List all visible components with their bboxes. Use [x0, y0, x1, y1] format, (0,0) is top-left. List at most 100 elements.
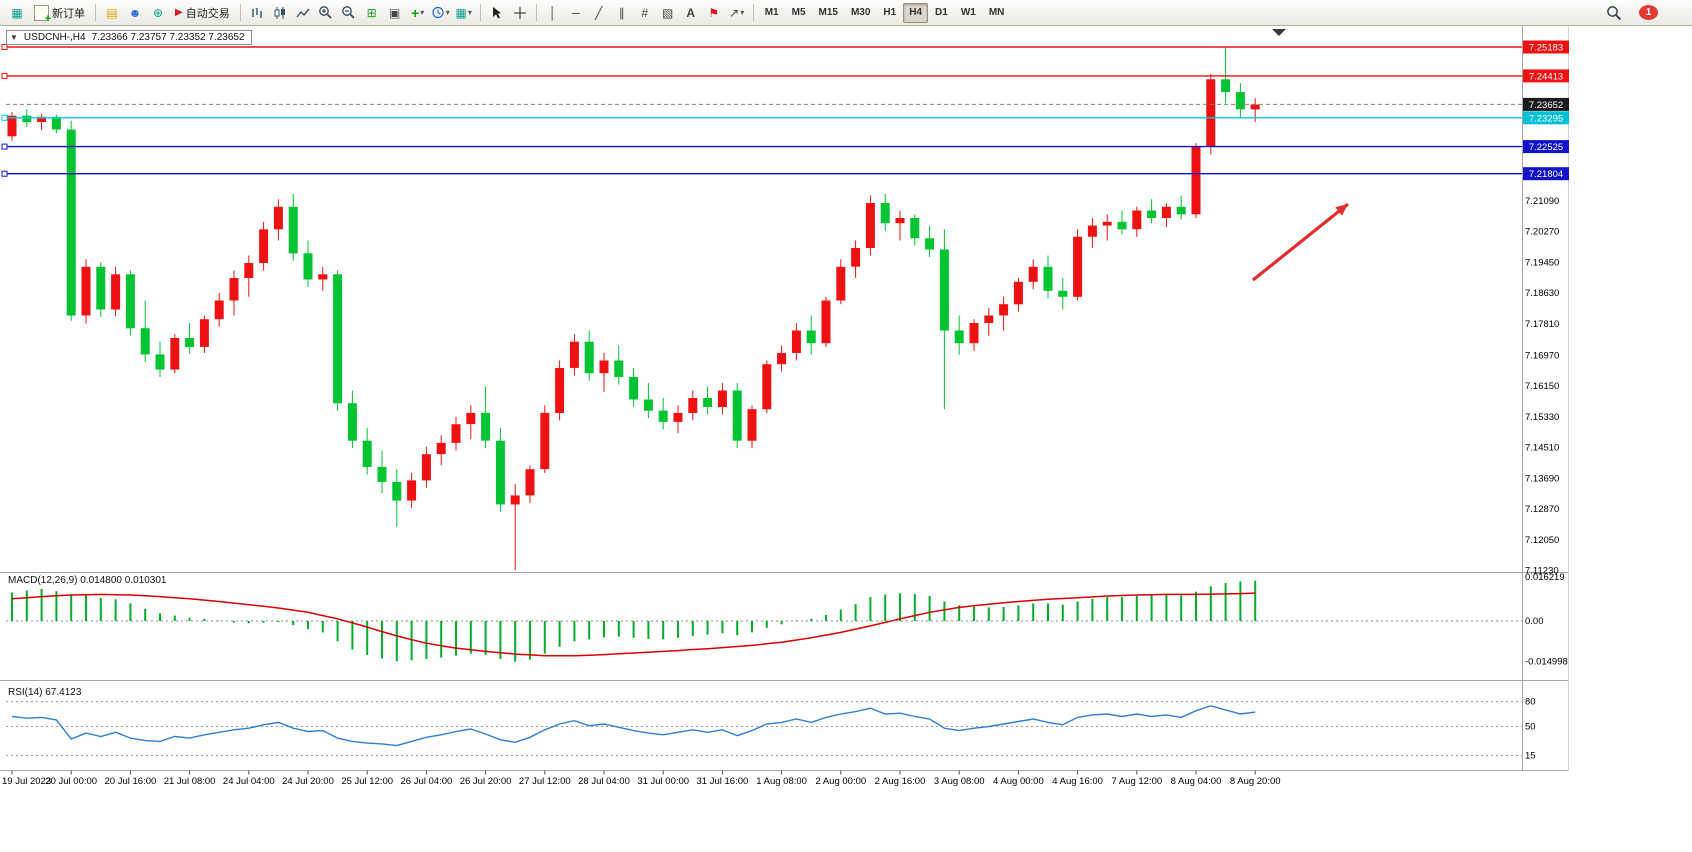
line-chart-type-icon[interactable] [292, 2, 314, 24]
horizontal-line-tool-icon[interactable]: ─ [571, 5, 580, 20]
shapes-tool-icon[interactable]: ▧ [662, 5, 674, 20]
period-dropdown-button[interactable]: ▾ [430, 2, 452, 24]
rsi-axis-labels: 80 50 15 [1525, 697, 1536, 762]
auto-trading-button[interactable]: ▶ 自动交易 [170, 3, 235, 23]
template-icon: ▦ [455, 5, 467, 20]
timeframe-m5[interactable]: M5 [786, 3, 812, 23]
toolbar-separator [752, 4, 754, 21]
svg-text:31 Jul 00:00: 31 Jul 00:00 [637, 776, 689, 787]
svg-text:50: 50 [1525, 722, 1536, 733]
text-tool-icon[interactable]: A [686, 5, 696, 20]
svg-text:7.17810: 7.17810 [1525, 319, 1559, 330]
svg-text:1 Aug 08:00: 1 Aug 08:00 [756, 776, 807, 787]
macd-signal-line [11, 592, 1256, 657]
rsi-label: RSI(14) 67.4123 [8, 687, 82, 698]
price-axis-labels: 7.21090 7.20270 7.19450 7.18630 7.17810 7.169… [1525, 196, 1559, 577]
svg-text:24 Jul 04:00: 24 Jul 04:00 [223, 776, 275, 787]
svg-text:21 Jul 08:00: 21 Jul 08:00 [164, 776, 216, 787]
trendline-tool-icon[interactable]: ╱ [595, 5, 603, 20]
svg-text:0.00: 0.00 [1525, 616, 1544, 627]
svg-text:2 Aug 16:00: 2 Aug 16:00 [875, 776, 926, 787]
timeframe-h4[interactable]: H4 [903, 2, 929, 23]
toolbar-separator [239, 4, 241, 21]
pane-separators[interactable] [0, 572, 1568, 771]
svg-text:7.23652: 7.23652 [1529, 100, 1563, 111]
svg-text:15: 15 [1525, 751, 1536, 762]
svg-text:7.25183: 7.25183 [1529, 43, 1563, 54]
candles-layer[interactable] [7, 47, 1260, 570]
timeframe-m15[interactable]: M15 [813, 3, 844, 23]
svg-text:7.15330: 7.15330 [1525, 412, 1559, 423]
profile-icon[interactable]: ☻ [128, 5, 142, 20]
svg-text:31 Jul 16:00: 31 Jul 16:00 [697, 776, 749, 787]
svg-text:19 Jul 2023: 19 Jul 2023 [2, 776, 51, 787]
rsi-line [11, 705, 1256, 747]
macd-axis-labels: 0.016219 0.00 -0.014998 [1525, 572, 1568, 668]
chart-area: 7.25183 7.24413 7.23652 7.23295 7.22525 7.218… [0, 26, 1692, 852]
timeframe-w1[interactable]: W1 [955, 3, 982, 23]
arrow-tools-button[interactable]: ↗ ▾ [726, 2, 748, 24]
timeframe-m1[interactable]: M1 [759, 3, 785, 23]
search-icon[interactable] [1603, 2, 1625, 24]
svg-text:27 Jul 12:00: 27 Jul 12:00 [519, 776, 571, 787]
svg-text:24 Jul 20:00: 24 Jul 20:00 [282, 776, 334, 787]
timeframe-mn[interactable]: MN [983, 3, 1011, 23]
price-level-lines[interactable]: 7.25183 7.24413 7.23652 7.23295 7.22525 7.218… [1, 40, 1569, 181]
chart-window-icon[interactable]: ▦ [11, 5, 23, 20]
svg-text:7.20270: 7.20270 [1525, 227, 1559, 238]
auto-trading-play-icon: ▶ [175, 7, 183, 18]
fibonacci-tool-icon[interactable]: # [641, 5, 649, 20]
tile-windows-icon[interactable]: ⊞ [366, 5, 377, 20]
svg-text:7.14510: 7.14510 [1525, 443, 1559, 454]
svg-text:25 Jul 12:00: 25 Jul 12:00 [341, 776, 393, 787]
chart-shift-marker[interactable] [1272, 29, 1286, 36]
svg-text:0.016219: 0.016219 [1525, 572, 1565, 583]
svg-text:28 Jul 04:00: 28 Jul 04:00 [578, 776, 630, 787]
auto-trading-label: 自动交易 [185, 7, 230, 20]
market-watch-icon[interactable]: ▤ [106, 5, 118, 20]
svg-text:4 Aug 00:00: 4 Aug 00:00 [993, 776, 1044, 787]
price-chart[interactable]: 7.25183 7.24413 7.23652 7.23295 7.22525 7.218… [0, 26, 1692, 852]
new-order-button[interactable]: + 新订单 [29, 3, 90, 24]
svg-text:-0.014998: -0.014998 [1525, 657, 1568, 668]
svg-text:7.11230: 7.11230 [1525, 566, 1559, 577]
collapse-triangle-icon[interactable]: ▼ [10, 33, 18, 42]
candlestick-chart-type-icon[interactable] [269, 2, 291, 24]
chevron-down-icon: ▾ [467, 8, 472, 17]
cascade-windows-icon[interactable]: ▣ [389, 5, 401, 20]
label-tool-icon[interactable]: ⚑ [708, 5, 720, 20]
annotation-arrow[interactable] [1252, 202, 1349, 282]
community-icon[interactable]: ⊕ [152, 5, 164, 20]
cursor-tool-icon[interactable] [486, 2, 508, 24]
template-dropdown-button[interactable]: ▦ ▾ [453, 2, 475, 24]
zoom-in-icon[interactable] [315, 2, 337, 24]
toolbar-separator [479, 4, 481, 21]
svg-text:80: 80 [1525, 697, 1536, 708]
rsi-levels [6, 701, 1522, 756]
svg-text:7.21804: 7.21804 [1529, 169, 1563, 180]
new-order-icon: + [34, 4, 51, 24]
macd-label: MACD(12,26,9) 0.014800 0.010301 [8, 575, 167, 586]
timeframe-d1[interactable]: D1 [929, 3, 954, 23]
timeframe-m30[interactable]: M30 [845, 3, 876, 23]
notification-badge[interactable]: 1 [1639, 5, 1658, 20]
crosshair-tool-icon[interactable] [509, 2, 531, 24]
zoom-out-icon[interactable] [338, 2, 360, 24]
svg-text:7.23295: 7.23295 [1529, 113, 1563, 124]
svg-text:8 Aug 04:00: 8 Aug 04:00 [1171, 776, 1222, 787]
vertical-line-tool-icon[interactable]: │ [548, 5, 557, 20]
svg-text:7.13690: 7.13690 [1525, 473, 1559, 484]
add-indicator-button[interactable]: + ▾ [407, 2, 429, 24]
svg-text:7.22525: 7.22525 [1529, 142, 1563, 153]
bar-chart-type-icon[interactable] [246, 2, 268, 24]
timeframe-h1[interactable]: H1 [877, 3, 902, 23]
svg-text:7.12870: 7.12870 [1525, 504, 1559, 515]
channel-tool-icon[interactable]: ∥ [618, 5, 625, 20]
chevron-down-icon: ▾ [740, 8, 745, 17]
timeframe-group: M1 M5 M15 M30 H1 H4 D1 W1 MN [759, 2, 1011, 23]
new-order-label: 新订单 [52, 7, 85, 20]
chevron-down-icon: ▾ [445, 8, 450, 17]
chart-ohlc-values: 7.23366 7.23757 7.23352 7.23652 [91, 32, 245, 43]
